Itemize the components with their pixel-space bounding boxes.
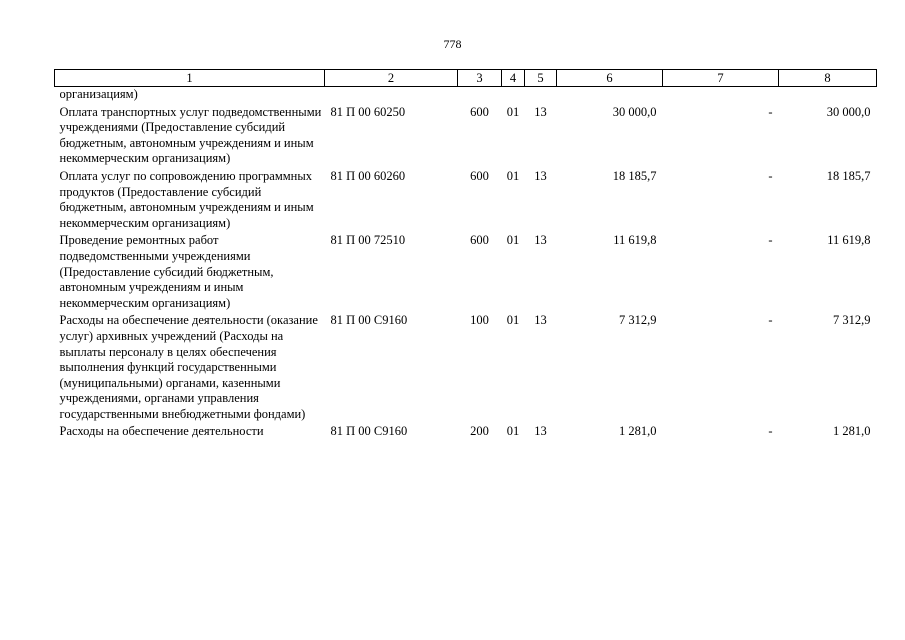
expense-type-code: 600 [470,233,489,248]
section-code: 01 [506,424,520,439]
subsection-code: 13 [534,104,547,119]
continuation-name: организациям) [59,87,138,101]
amount-col7: - [768,168,773,183]
section-code: 01 [506,104,520,119]
target-code: 81 П 00 С9160 [330,424,408,439]
expense-type-code: 100 [470,313,489,328]
table-row: Расходы на обеспечение деятельности 81 П… [55,424,877,442]
column-header-2: 2 [324,69,458,87]
subsection-code: 13 [534,313,547,328]
expense-name: Расходы на обеспечение деятельности [59,424,264,439]
section-code: 01 [506,313,520,328]
amount-col8: 30 000,0 [826,104,871,119]
section-code: 01 [506,233,520,248]
expense-type-code: 600 [470,168,489,183]
column-header-8: 8 [778,69,877,87]
column-header-1: 1 [54,69,325,87]
amount-col7: - [768,313,773,328]
subsection-code: 13 [534,233,547,248]
amount-col8: 7 312,9 [833,313,871,328]
expense-type-code: 200 [470,424,489,439]
table-row: Проведение ремонтных работ подведомствен… [55,233,877,313]
table-row: Расходы на обеспечение деятельности (ока… [55,313,877,424]
target-code: 81 П 00 60250 [330,104,406,119]
amount-col7: - [768,104,773,119]
expense-name: Оплата услуг по сопровождению программны… [59,168,314,230]
expense-name: Расходы на обеспечение деятельности (ока… [59,313,318,421]
subsection-code: 13 [534,424,547,439]
table-row: Оплата услуг по сопровождению программны… [55,169,877,233]
column-header-7: 7 [662,69,779,87]
amount-col8: 1 281,0 [833,424,871,439]
amount-col6: 7 312,9 [619,313,657,328]
target-code: 81 П 00 72510 [330,233,406,248]
amount-col6: 1 281,0 [619,424,657,439]
column-header-6: 6 [556,69,663,87]
amount-col8: 11 619,8 [827,233,871,248]
amount-col6: 18 185,7 [612,168,657,183]
expense-name: Оплата транспортных услуг подведомственн… [59,104,322,166]
expense-type-code: 600 [470,104,489,119]
amount-col6: 11 619,8 [613,233,657,248]
column-header-3: 3 [457,69,502,87]
section-code: 01 [506,168,520,183]
amount-col7: - [768,424,773,439]
page-number: 778 [443,37,462,51]
budget-table: 1 2 3 4 5 6 7 8 организациям) Оплата тра… [54,69,877,442]
target-code: 81 П 00 С9160 [330,313,408,328]
amount-col6: 30 000,0 [612,104,657,119]
column-header-5: 5 [524,69,557,87]
expense-name: Проведение ремонтных работ подведомствен… [59,233,274,310]
amount-col7: - [768,233,773,248]
table-row: Оплата транспортных услуг подведомственн… [55,105,877,169]
column-header-4: 4 [501,69,525,87]
subsection-code: 13 [534,168,547,183]
header-row: 1 2 3 4 5 6 7 8 [54,69,877,87]
amount-col8: 18 185,7 [826,168,871,183]
target-code: 81 П 00 60260 [330,168,406,183]
continuation-row: организациям) [55,87,877,105]
